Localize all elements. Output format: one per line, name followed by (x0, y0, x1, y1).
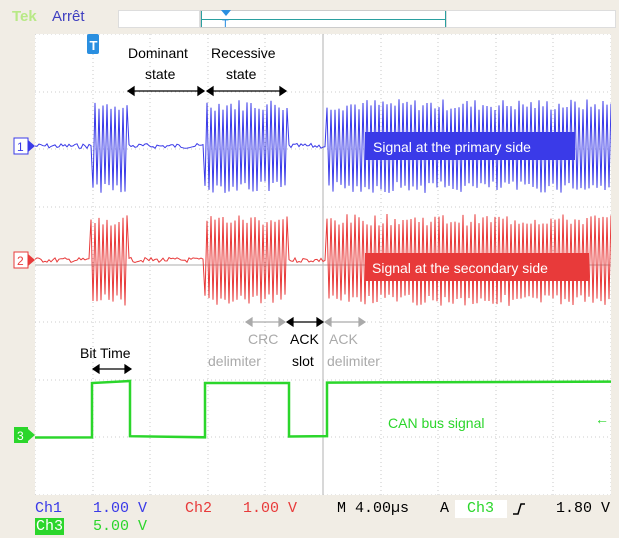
record-indicator-box (118, 10, 200, 28)
trigger-position-window[interactable]: T (200, 10, 447, 30)
secondary-signal-label: Signal at the secondary side (372, 260, 548, 276)
svg-text:1: 1 (17, 140, 24, 154)
ch1-scale: 1.00 V (93, 500, 148, 517)
ack-delimiter-arrow (323, 316, 367, 328)
ack-delim-label-line2: delimiter (327, 353, 380, 369)
svg-text:T: T (90, 38, 98, 53)
trigger-level-arrow-icon: ← (595, 411, 609, 427)
ch3-trace (35, 379, 611, 439)
channel-3-marker[interactable]: 3 (14, 427, 35, 443)
acquisition-state-label: Arrêt (52, 8, 85, 25)
ack-delim-label-line1: ACK (329, 331, 358, 347)
recessive-label-line1: Recessive (211, 45, 276, 61)
status-bar: Ch1 1.00 V Ch2 1.00 V M 4.00µs A Ch3 1.8… (0, 497, 619, 538)
ack-slot-arrow (285, 316, 325, 328)
ch2-trace (35, 213, 611, 306)
timebase-readout[interactable]: M 4.00µs (337, 500, 410, 517)
ch1-trace (35, 99, 611, 193)
trigger-label: A (440, 500, 450, 517)
ch3-label[interactable]: Ch3 (35, 518, 65, 535)
secondary-label-box (365, 253, 589, 281)
recessive-label-line2: state (226, 66, 257, 82)
record-length-box (446, 10, 616, 28)
ack-slot-label-line2: slot (292, 353, 314, 369)
primary-label-box (365, 132, 575, 160)
dominant-label-line2: state (145, 66, 176, 82)
rising-edge-icon (513, 503, 525, 515)
trigger-position-icon: T (221, 10, 231, 30)
channel-1-marker[interactable]: 1 (13, 137, 35, 155)
state-arrows (126, 85, 288, 97)
scope-top-bar: Tek Arrêt T (0, 0, 619, 30)
crc-delimiter-arrow (244, 316, 287, 328)
channel-2-marker[interactable]: 2 (13, 251, 35, 269)
bit-time-arrow (91, 363, 133, 375)
primary-signal-label: Signal at the primary side (373, 139, 531, 155)
ch2-scale: 1.00 V (243, 500, 298, 517)
trigger-source[interactable]: Ch3 (467, 500, 495, 517)
ch2-label[interactable]: Ch2 (185, 500, 213, 517)
waveform-display: T Dominant state Recessive state Signal … (35, 34, 611, 495)
trigger-marker-icon: T (87, 34, 99, 54)
channel-marker-column: 1 2 3 (13, 137, 35, 443)
trigger-level: 1.80 V (556, 500, 611, 517)
crc-label-line1: CRC (248, 331, 278, 347)
can-bus-signal-label: CAN bus signal (388, 415, 485, 431)
bit-time-label: Bit Time (80, 345, 131, 361)
svg-text:2: 2 (17, 254, 24, 268)
ch1-label[interactable]: Ch1 (35, 500, 63, 517)
ack-slot-label-line1: ACK (290, 331, 319, 347)
ch3-scale: 5.00 V (93, 518, 148, 535)
waveform-canvas: T Dominant state Recessive state Signal … (35, 34, 611, 495)
crc-label-line2: delimiter (208, 353, 261, 369)
svg-text:T: T (222, 18, 229, 30)
dominant-label-line1: Dominant (128, 45, 188, 61)
svg-text:3: 3 (17, 429, 24, 443)
brand-label: Tek (12, 8, 37, 25)
